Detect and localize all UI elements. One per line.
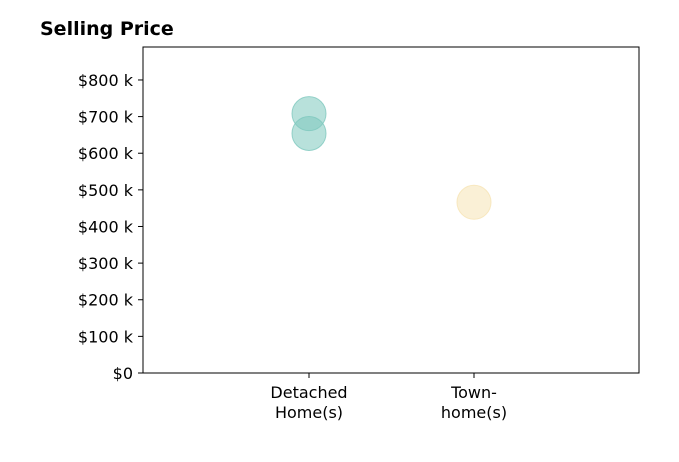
y-tick-label: $100 k: [78, 327, 134, 346]
data-point: [291, 115, 327, 151]
y-tick-label: $0: [113, 364, 133, 383]
chart-title: Selling Price: [40, 18, 174, 40]
y-tick-label: $600 k: [78, 144, 134, 163]
y-tick-label: $700 k: [78, 108, 134, 127]
y-tick-label: $200 k: [78, 291, 134, 310]
x-tick-label: home(s): [441, 403, 507, 422]
y-tick-label: $500 k: [78, 181, 134, 200]
y-axis: $0 $100 k $200 k $300 k $400 k $500 k $600 k $7…: [78, 71, 143, 383]
plot-frame: [142, 46, 640, 374]
x-tick-label: Town-: [450, 383, 497, 402]
y-tick-label: $400 k: [78, 217, 134, 236]
data-point: [456, 184, 492, 220]
y-tick-label: $300 k: [78, 254, 134, 273]
y-tick-label: $800 k: [78, 71, 134, 90]
x-tick-label: Home(s): [275, 403, 343, 422]
x-tick-label: Detached: [270, 383, 347, 402]
plot-marks: [291, 96, 492, 220]
